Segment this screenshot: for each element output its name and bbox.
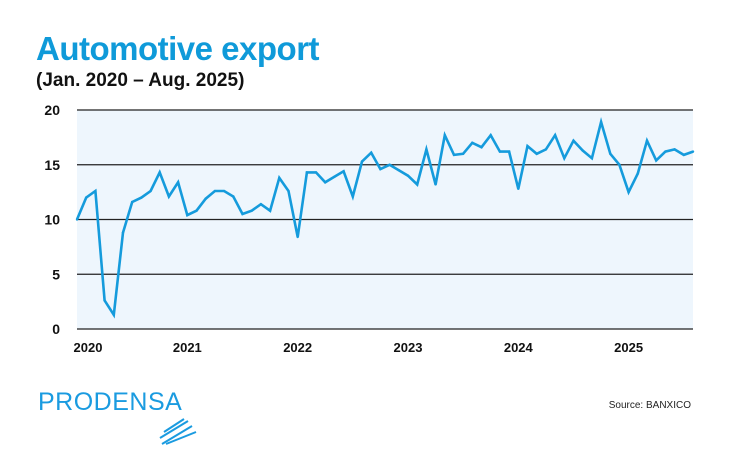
data-point bbox=[149, 189, 152, 193]
data-point bbox=[167, 195, 171, 198]
data-point bbox=[498, 150, 502, 153]
data-point bbox=[121, 231, 125, 234]
data-point bbox=[526, 144, 529, 148]
data-point bbox=[443, 133, 446, 137]
data-point bbox=[627, 190, 630, 194]
data-point bbox=[471, 141, 474, 145]
data-point bbox=[130, 200, 134, 204]
data-point bbox=[250, 209, 253, 212]
data-point bbox=[572, 139, 575, 142]
data-point bbox=[259, 202, 263, 206]
data-point bbox=[480, 146, 483, 149]
data-point bbox=[655, 159, 658, 162]
x-tick-label: 2024 bbox=[504, 340, 534, 355]
data-point bbox=[370, 151, 373, 154]
data-point bbox=[544, 148, 548, 151]
y-tick-label: 0 bbox=[52, 321, 60, 337]
data-point bbox=[397, 169, 400, 172]
data-point bbox=[296, 235, 299, 239]
data-point bbox=[75, 218, 79, 221]
data-point bbox=[618, 163, 621, 166]
data-point bbox=[84, 196, 88, 199]
data-point bbox=[517, 187, 520, 191]
x-tick-label: 2023 bbox=[394, 340, 423, 355]
data-point bbox=[112, 313, 115, 316]
data-point bbox=[664, 150, 667, 153]
data-point bbox=[609, 152, 612, 155]
data-point bbox=[406, 174, 410, 177]
chart-subtitle: (Jan. 2020 – Aug. 2025) bbox=[36, 70, 245, 91]
prodensa-logo: PRODENSA bbox=[38, 388, 197, 445]
data-point bbox=[645, 139, 649, 142]
data-point bbox=[434, 183, 437, 186]
data-point bbox=[287, 189, 290, 193]
x-tick-label: 2022 bbox=[283, 340, 312, 355]
data-point bbox=[581, 149, 584, 152]
data-point bbox=[535, 152, 538, 155]
data-point bbox=[379, 167, 382, 171]
data-point bbox=[360, 160, 364, 163]
data-point bbox=[232, 195, 235, 198]
data-point bbox=[425, 148, 428, 151]
data-point bbox=[342, 170, 345, 173]
data-point bbox=[563, 156, 566, 160]
data-point bbox=[489, 133, 492, 137]
y-tick-label: 5 bbox=[52, 266, 60, 282]
data-point bbox=[324, 181, 327, 184]
data-point bbox=[590, 156, 594, 160]
logo-text: PRODENSA bbox=[38, 388, 183, 416]
data-point bbox=[278, 176, 281, 180]
data-point bbox=[351, 195, 355, 198]
y-tick-label: 20 bbox=[44, 102, 60, 118]
x-tick-label: 2021 bbox=[173, 340, 202, 355]
data-point bbox=[636, 172, 640, 175]
data-point bbox=[103, 299, 106, 302]
data-point bbox=[461, 152, 465, 155]
logo-stripes-icon bbox=[159, 418, 197, 445]
series-line bbox=[75, 117, 694, 319]
data-point bbox=[94, 189, 97, 193]
data-point bbox=[176, 181, 180, 184]
data-point bbox=[158, 171, 161, 174]
data-point bbox=[452, 153, 456, 157]
y-tick-label: 15 bbox=[44, 157, 60, 173]
data-point bbox=[388, 163, 391, 166]
data-point bbox=[268, 209, 272, 212]
data-point bbox=[599, 120, 603, 124]
data-point bbox=[673, 148, 676, 151]
data-point bbox=[553, 133, 557, 137]
data-point bbox=[682, 153, 686, 157]
data-point bbox=[195, 209, 198, 212]
data-point bbox=[204, 197, 207, 200]
data-point bbox=[186, 213, 189, 217]
data-point bbox=[314, 171, 318, 174]
chart-title: Automotive export bbox=[36, 30, 320, 67]
data-point bbox=[415, 183, 419, 186]
data-point bbox=[333, 175, 336, 178]
data-point bbox=[241, 212, 244, 216]
data-point bbox=[140, 196, 143, 199]
source-note: Source: BANXICO bbox=[608, 400, 691, 411]
data-point bbox=[305, 171, 309, 174]
y-tick-label: 10 bbox=[44, 212, 60, 228]
data-point bbox=[213, 189, 217, 193]
data-point bbox=[222, 189, 226, 193]
x-tick-label: 2025 bbox=[614, 340, 643, 355]
data-point bbox=[691, 150, 695, 153]
data-point bbox=[507, 150, 511, 153]
x-tick-label: 2020 bbox=[74, 340, 103, 355]
